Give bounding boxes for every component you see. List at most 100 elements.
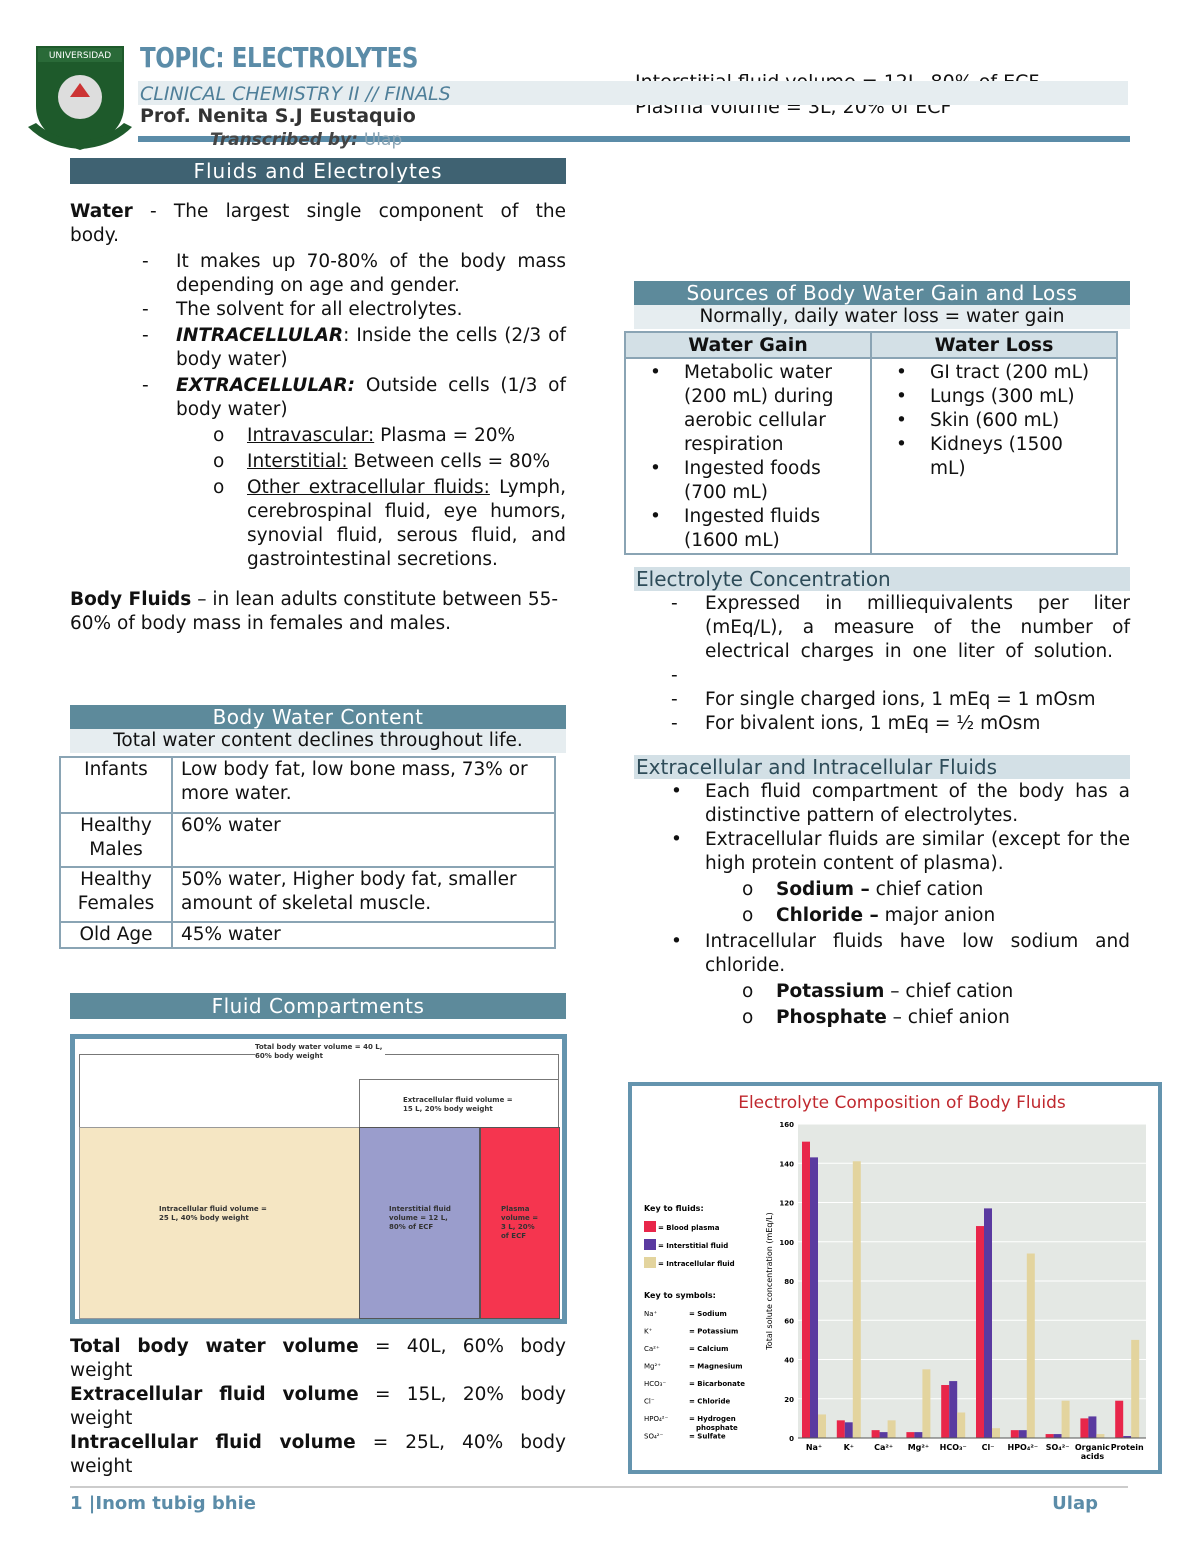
bar-blood-plasma xyxy=(906,1432,915,1438)
bar-blood-plasma xyxy=(1115,1400,1124,1438)
x-tick-label: acids xyxy=(1081,1452,1105,1461)
volume-line: Extracellular fluid volume = 15L, 20% bo… xyxy=(70,1384,566,1429)
sub-bullet: o Potassium – chief cation xyxy=(742,981,1014,1002)
bar-intracellular-fluid xyxy=(1061,1400,1070,1438)
course-title: CLINICAL CHEMISTRY II // FINALS xyxy=(140,83,451,105)
water-gain-loss-table: Water Gain Water Loss • Metabolic water (2… xyxy=(624,331,1118,555)
header-rule xyxy=(138,136,1130,142)
list-item: • GI tract (200 mL) xyxy=(896,362,1090,383)
x-tick-label: Cl⁻ xyxy=(982,1443,995,1452)
symbol-name: = Potassium xyxy=(689,1328,738,1336)
bar-interstitial-fluid xyxy=(984,1208,992,1438)
section-header-ecf-icf: Extracellular and Intracellular Fluids xyxy=(634,755,1130,779)
symbol: K⁺ xyxy=(644,1328,653,1336)
legend-entry: = Intracellular fluid xyxy=(658,1260,735,1268)
bar-interstitial-fluid xyxy=(949,1381,958,1438)
symbol-name: phosphate xyxy=(696,1424,738,1432)
bar-intracellular-fluid xyxy=(922,1369,931,1438)
y-tick-label: 20 xyxy=(784,1396,794,1404)
bullet: It makes up 70-80% of the body mass depe… xyxy=(176,251,566,296)
list-item: • Intracellular fluids have low sodium an… xyxy=(671,931,1130,976)
table-row: Healthy Males 60% water xyxy=(59,812,556,868)
x-tick-label: K⁺ xyxy=(844,1443,854,1452)
list-item: • Metabolic water (200 mL) during aerobic… xyxy=(650,362,834,455)
bar-interstitial-fluid xyxy=(1053,1434,1062,1438)
symbol-name: = Magnesium xyxy=(689,1363,743,1371)
symbol: Ca²⁺ xyxy=(644,1345,660,1353)
sub-bullet: o Sodium – chief cation xyxy=(742,879,984,900)
sub-bullet: o Interstitial: Between cells = 80% xyxy=(213,451,551,472)
table-row: Infants Low body fat, low bone mass, 73% … xyxy=(59,756,556,814)
legend-entry: = Interstitial fluid xyxy=(658,1242,728,1250)
transcribed-by: Transcribed by: Ulap xyxy=(210,130,403,150)
symbol-name: = Calcium xyxy=(689,1345,728,1353)
symbol-name: = Sulfate xyxy=(689,1433,726,1441)
electrolyte-chart: Electrolyte Composition of Body Fluids 0… xyxy=(628,1082,1162,1474)
symbol-name: = Bicarbonate xyxy=(689,1380,745,1388)
list-item: • Skin (600 mL) xyxy=(896,410,1060,431)
bar-intracellular-fluid xyxy=(992,1428,1000,1438)
body-water-subtitle: Total water content declines throughout … xyxy=(70,729,566,753)
footer-right: Ulap xyxy=(1052,1493,1098,1514)
chart-title: Electrolyte Composition of Body Fluids xyxy=(738,1093,1066,1113)
svg-text:UNIVERSIDAD: UNIVERSIDAD xyxy=(49,51,111,61)
symbol-name: = Chloride xyxy=(689,1398,730,1406)
y-tick-label: 140 xyxy=(779,1160,794,1168)
bar-intracellular-fluid xyxy=(1026,1253,1035,1438)
section-header-sources: Sources of Body Water Gain and Loss xyxy=(634,281,1130,305)
legend-swatch xyxy=(644,1221,656,1232)
y-tick-label: 160 xyxy=(779,1121,794,1129)
bar-blood-plasma xyxy=(836,1420,845,1438)
x-tick-label: Ca²⁺ xyxy=(874,1443,893,1452)
page-number: 1 xyxy=(70,1493,83,1514)
volume-line: Total body water volume = 40L, 60% body … xyxy=(70,1336,566,1381)
footer-left: Inom tubig bhie xyxy=(95,1493,256,1514)
y-tick-label: 100 xyxy=(779,1239,794,1247)
list-item: - xyxy=(671,665,678,686)
bar-blood-plasma xyxy=(1010,1430,1019,1438)
y-tick-label: 120 xyxy=(779,1200,794,1208)
sub-bullet: o Chloride – major anion xyxy=(742,905,996,926)
x-tick-label: HCO₃⁻ xyxy=(940,1443,967,1452)
symbols-title: Key to symbols: xyxy=(644,1291,716,1300)
list-item: • Ingested fluids (1600 mL) xyxy=(650,506,821,551)
x-tick-label: Protein xyxy=(1111,1443,1144,1452)
bar-intracellular-fluid xyxy=(887,1420,896,1438)
bar-blood-plasma xyxy=(802,1141,810,1438)
separator: | xyxy=(82,1493,96,1514)
bar-interstitial-fluid xyxy=(914,1432,923,1438)
sub-bullet: o Phosphate – chief anion xyxy=(742,1007,1010,1028)
professor: Prof. Nenita S.J Eustaquio xyxy=(140,105,416,127)
x-tick-label: SO₄²⁻ xyxy=(1046,1443,1070,1452)
list-item: • Extracellular fluids are similar (excep… xyxy=(671,829,1130,874)
clipped-text: Plasma volume = 3L, 20% of ECF xyxy=(635,105,952,117)
table-row: Old Age 45% water xyxy=(59,921,556,949)
legend-entry: = Blood plasma xyxy=(658,1224,720,1232)
list-item: • Ingested foods (700 mL) xyxy=(650,458,821,503)
sub-bullet: o Other extracellular fluids: Lymph, cere… xyxy=(213,477,567,570)
bar-blood-plasma xyxy=(941,1385,950,1438)
x-tick-label: HPO₄²⁻ xyxy=(1008,1443,1039,1452)
university-logo: UNIVERSIDAD xyxy=(28,42,132,152)
symbol: Cl⁻ xyxy=(644,1398,655,1406)
bar-interstitial-fluid xyxy=(844,1422,853,1438)
bullet: - EXTRACELLULAR: Outside cells (1/3 of bo… xyxy=(142,375,566,420)
symbol: SO₄²⁻ xyxy=(644,1433,664,1441)
y-axis-label: Total solute concentration (mEq/L) xyxy=(765,1212,774,1350)
section-header-body-water: Body Water Content xyxy=(70,705,566,729)
y-tick-label: 40 xyxy=(784,1357,794,1365)
y-tick-label: 0 xyxy=(789,1435,794,1443)
list-item: • Each fluid compartment of the body has … xyxy=(671,781,1130,826)
bar-intracellular-fluid xyxy=(957,1412,966,1438)
sources-subtitle: Normally, daily water loss = water gain xyxy=(634,305,1130,329)
bar-blood-plasma xyxy=(871,1430,880,1438)
list-item: • Lungs (300 mL) xyxy=(896,386,1075,407)
symbol: HPO₄²⁻ xyxy=(644,1415,669,1423)
footer: 1 |Inom tubig bhie Ulap xyxy=(70,1486,1128,1516)
x-tick-label: Mg²⁺ xyxy=(908,1443,929,1452)
section-header-concentration: Electrolyte Concentration xyxy=(634,567,1130,591)
bar-intracellular-fluid xyxy=(1096,1434,1105,1438)
topic-title: TOPIC: ELECTROLYTES xyxy=(140,41,419,74)
legend-swatch xyxy=(644,1239,656,1250)
fluid-compartments-figure: Total body water volume = 40 L, 60% body… xyxy=(70,1034,567,1324)
